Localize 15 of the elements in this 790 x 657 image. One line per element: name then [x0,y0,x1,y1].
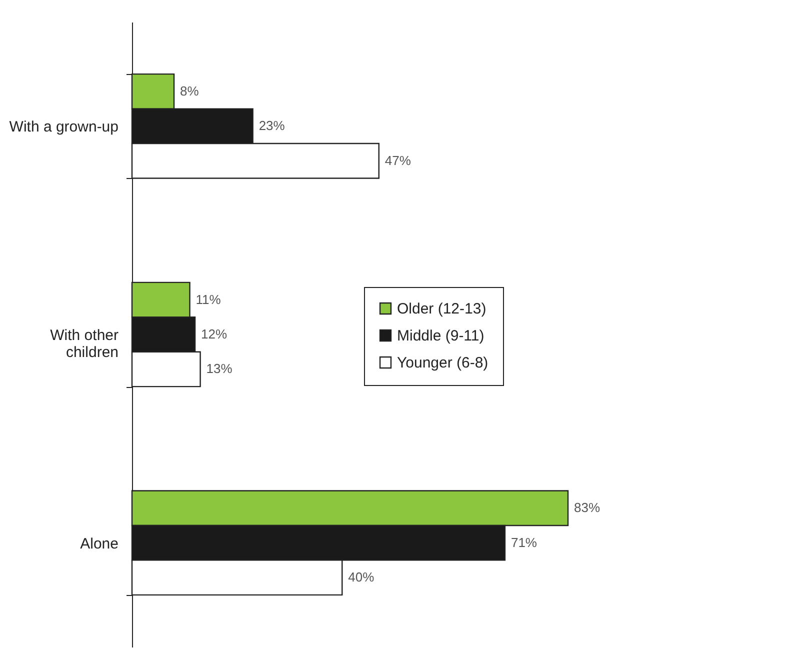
legend-label: Younger (6-8) [397,354,488,372]
legend-label: Older (12-13) [397,300,486,318]
y-tick-label: Alone [80,535,118,552]
data-label: 23% [258,118,286,134]
legend-label: Middle (9-11) [397,328,484,344]
y-tick-label: With other children [50,327,118,361]
data-label: 83% [574,500,600,516]
data-label: 40% [348,570,375,585]
data-label: 13% [206,361,233,376]
y-tick-label: With a grown-up [9,118,118,136]
data-label: 11% [196,292,222,307]
data-label: 12% [201,326,228,342]
data-label: 71% [510,534,538,550]
data-label: 8% [180,83,200,98]
data-label: 47% [384,152,412,168]
